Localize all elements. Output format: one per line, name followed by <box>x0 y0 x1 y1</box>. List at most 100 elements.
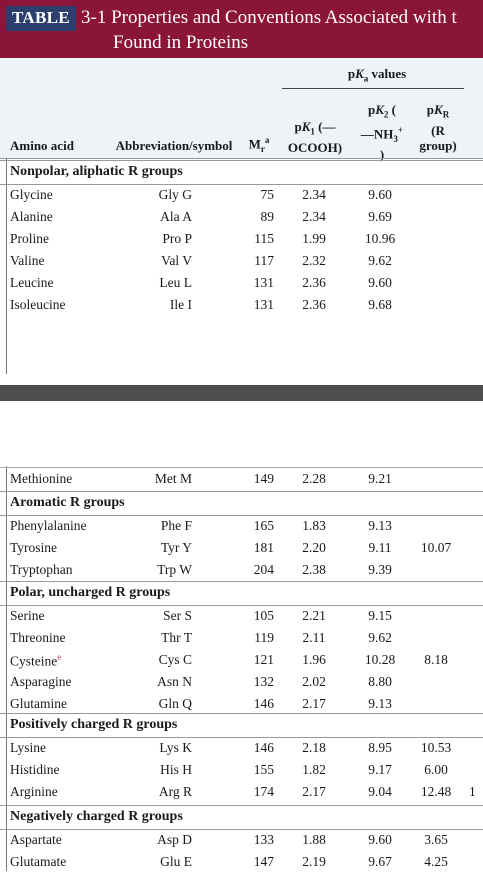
mr-cell: 132 <box>253 674 274 689</box>
abbreviation-cell: Gln Q <box>158 696 192 711</box>
table-row: Cysteinee Cys C 121 1.96 10.28 8.18 <box>0 649 483 671</box>
amino-acid-name: Serine <box>10 608 45 623</box>
abbreviation-cell: Phe F <box>160 518 192 533</box>
pk1-cell: 2.36 <box>302 297 326 312</box>
table-row: Glutamine Gln Q 146 2.17 9.13 <box>0 693 483 715</box>
abbreviation-cell: His H <box>160 762 192 777</box>
mr-cell: 165 <box>253 518 274 533</box>
pk2-cell: 10.96 <box>364 231 396 246</box>
table-row: Alanine Ala A 89 2.34 9.69 <box>0 206 483 228</box>
amino-acid-name: Methionine <box>10 471 73 486</box>
pk1-cell: 2.32 <box>302 253 326 268</box>
abbreviation-cell: Ala A <box>160 209 192 224</box>
abbreviation-cell: Ser S <box>163 608 192 623</box>
section-label: Polar, uncharged R groups <box>10 585 171 600</box>
amino-acid-name: Glutamine <box>10 696 67 711</box>
mr-cell: 147 <box>253 854 274 869</box>
abbreviation-cell: Gly G <box>158 187 192 202</box>
section-label: Negatively charged R groups <box>10 809 183 824</box>
pka-group-rule <box>282 88 464 89</box>
pk2-cell: 9.17 <box>368 762 392 777</box>
amino-acid-name: Valine <box>10 253 45 268</box>
amino-acid-name: Isoleucine <box>10 297 66 312</box>
pk1-cell: 2.38 <box>302 562 326 577</box>
table-row: Glutamate Glu E 147 2.19 9.67 4.25 <box>0 851 483 873</box>
pk1-cell: 2.02 <box>302 674 326 689</box>
abbreviation-cell: Asp D <box>157 832 192 847</box>
amino-acid-name: Glycine <box>10 187 53 202</box>
mr-cell: 105 <box>253 608 274 623</box>
mr-cell: 146 <box>253 696 274 711</box>
amino-acid-name: Tryptophan <box>10 562 73 577</box>
amino-acid-name: Leucine <box>10 275 54 290</box>
pk2-cell: 8.80 <box>368 674 392 689</box>
table-row: Tyrosine Tyr Y 181 2.20 9.11 10.07 <box>0 537 483 559</box>
abbreviation-cell: Leu L <box>159 275 192 290</box>
amino-acid-name: Arginine <box>10 784 58 799</box>
pk1-cell: 2.21 <box>302 608 326 623</box>
mr-cell: 133 <box>253 832 274 847</box>
section-label: Aromatic R groups <box>10 495 125 510</box>
pk1-cell: 2.17 <box>302 784 326 799</box>
table-title-line2: Found in Proteins <box>113 32 249 53</box>
amino-acid-name: Asparagine <box>10 674 72 689</box>
section-header: Polar, uncharged R groups <box>0 581 483 606</box>
col-header-pk1: pK1 (— OCOOH) <box>287 119 343 155</box>
table-row: Methionine Met M 149 2.28 9.21 <box>0 468 483 490</box>
section-header: Aromatic R groups <box>0 491 483 516</box>
table-row: Arginine Arg R 174 2.17 9.04 12.48 1 <box>0 781 483 803</box>
pkr-cell: 3.65 <box>424 832 448 847</box>
pk2-cell: 9.67 <box>368 854 392 869</box>
col-header-abbreviation: Abbreviation/symbol <box>115 138 233 153</box>
pk2-cell: 10.28 <box>364 652 396 667</box>
pk2-cell: 9.60 <box>368 275 392 290</box>
mr-cell: 131 <box>253 297 274 312</box>
table-row: Histidine His H 155 1.82 9.17 6.00 <box>0 759 483 781</box>
abbreviation-cell: Met M <box>154 471 192 486</box>
table-tag: TABLE <box>6 6 76 31</box>
section-header: Positively charged R groups <box>0 713 483 738</box>
table-title-line1: 3-1 Properties and Conventions Associate… <box>81 7 457 28</box>
table-header <box>0 58 483 158</box>
pka-group-header: pKa values <box>347 66 407 84</box>
amino-acid-name: Proline <box>10 231 49 246</box>
mr-cell: 155 <box>253 762 274 777</box>
abbreviation-cell: Trp W <box>157 562 192 577</box>
table-row: Threonine Thr T 119 2.11 9.62 <box>0 627 483 649</box>
row-rule <box>0 467 483 468</box>
table-title-bar: TABLE 3-1 Properties and Conventions Ass… <box>0 0 483 58</box>
page-separator <box>0 385 483 401</box>
abbreviation-cell: Thr T <box>161 630 192 645</box>
pk2-cell: 9.21 <box>368 471 392 486</box>
table-row: Lysine Lys K 146 2.18 8.95 10.53 <box>0 737 483 759</box>
abbreviation-cell: Glu E <box>160 854 192 869</box>
pk1-cell: 2.34 <box>302 187 326 202</box>
pk2-cell: 9.60 <box>368 832 392 847</box>
pkr-cell: 10.53 <box>420 740 452 755</box>
mr-cell: 121 <box>253 652 274 667</box>
abbreviation-cell: Asn N <box>157 674 192 689</box>
amino-acid-name: Threonine <box>10 630 66 645</box>
table-row: Proline Pro P 115 1.99 10.96 <box>0 228 483 250</box>
abbreviation-cell: Arg R <box>158 784 192 799</box>
table-row: Tryptophan Trp W 204 2.38 9.39 <box>0 559 483 581</box>
pk1-cell: 2.11 <box>302 630 326 645</box>
table-row: Aspartate Asp D 133 1.88 9.60 3.65 <box>0 829 483 851</box>
amino-acid-name: Alanine <box>10 209 53 224</box>
mr-cell: 119 <box>254 630 274 645</box>
table-row: Isoleucine Ile I 131 2.36 9.68 <box>0 294 483 316</box>
pk2-cell: 9.15 <box>368 608 392 623</box>
mr-cell: 204 <box>253 562 274 577</box>
table-left-border <box>6 466 7 871</box>
table-left-border <box>6 158 7 374</box>
pkr-cell: 10.07 <box>420 540 452 555</box>
mr-cell: 131 <box>253 275 274 290</box>
mr-cell: 117 <box>254 253 274 268</box>
section-header: Negatively charged R groups <box>0 805 483 830</box>
pkr-cell: 4.25 <box>424 854 448 869</box>
pk1-cell: 1.99 <box>302 231 326 246</box>
section-header: Nonpolar, aliphatic R groups <box>0 160 483 185</box>
mr-cell: 149 <box>253 471 274 486</box>
pk2-cell: 9.62 <box>368 630 392 645</box>
pkr-cell: 8.18 <box>424 652 448 667</box>
